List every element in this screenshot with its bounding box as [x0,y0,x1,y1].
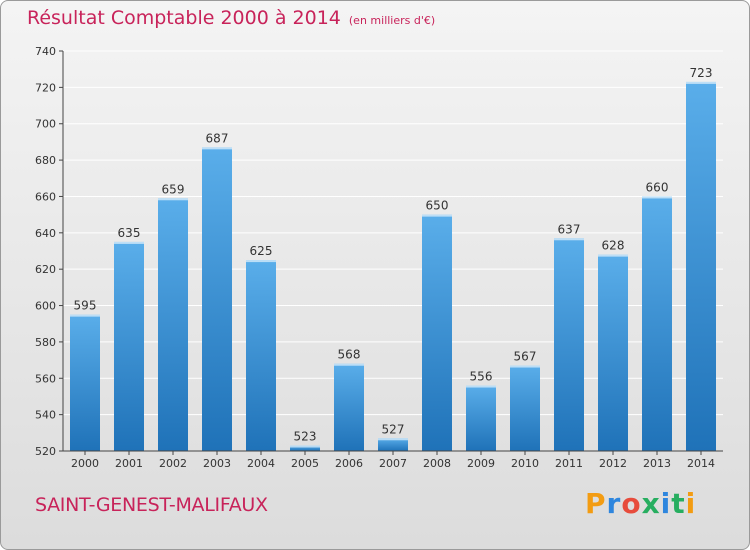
bar-2011 [554,238,584,451]
x-tick-label: 2008 [423,457,451,470]
chart-title: Résultat Comptable 2000 à 2014 (en millie… [27,7,435,29]
data-label: 595 [74,299,97,313]
data-label: 659 [162,182,185,196]
bar-highlight [202,147,232,150]
x-tick-label: 2005 [291,457,319,470]
axes [62,51,723,452]
y-tick-label: 680 [35,154,56,167]
y-tick-label: 740 [35,45,56,58]
bar-2000 [70,314,100,451]
y-tick-label: 620 [35,263,56,276]
data-label: 628 [602,239,625,253]
bar-highlight [642,196,672,199]
x-tick-label: 2009 [467,457,495,470]
data-label: 625 [250,244,273,258]
bar-highlight [246,260,276,263]
x-tick-label: 2014 [687,457,715,470]
data-label: 637 [558,222,581,236]
bar-2013 [642,196,672,451]
bar-2003 [202,147,232,451]
brand-letter: o [621,487,642,520]
bar-2012 [598,254,628,451]
x-tick-label: 2000 [71,457,99,470]
bar-highlight [334,363,364,366]
x-tick-label: 2002 [159,457,187,470]
bar-highlight [378,438,408,441]
bar-2008 [422,214,452,451]
data-labels: 595 635 659 687 625 523 568 527 650 556 567 637 628 6… [74,66,713,444]
y-tick-label: 660 [35,190,56,203]
bar-highlight [290,445,320,448]
brand-letter: x [641,487,661,520]
y-tick-label: 600 [35,300,56,313]
bar-highlight [598,254,628,257]
brand-logo: Proxiti [585,487,696,520]
x-tick-label: 2004 [247,457,275,470]
y-tick-label: 700 [35,118,56,131]
x-tick-label: 2012 [599,457,627,470]
bar-highlight [114,241,144,244]
x-tick-label: 2006 [335,457,363,470]
data-label: 527 [382,422,405,436]
bar-highlight [510,365,540,368]
data-label: 568 [338,348,361,362]
x-axis-ticks: 2000 2001 2002 2003 2004 2005 2006 2007 2008 2009… [71,451,715,470]
y-tick-label: 520 [35,445,56,458]
bar-2006 [334,363,364,451]
bar-2007 [378,438,408,451]
y-tick-label: 580 [35,336,56,349]
data-label: 556 [470,370,493,384]
y-tick-label: 560 [35,372,56,385]
x-tick-label: 2003 [203,457,231,470]
y-tick-label: 640 [35,227,56,240]
x-tick-label: 2001 [115,457,143,470]
bar-2001 [114,241,144,451]
data-label: 567 [514,350,537,364]
bar-2009 [466,385,496,451]
data-label: 635 [118,226,141,240]
x-tick-label: 2011 [555,457,583,470]
data-label: 660 [646,180,669,194]
bar-highlight [158,198,188,201]
x-tick-label: 2010 [511,457,539,470]
x-tick-label: 2013 [643,457,671,470]
chart-title-text: Résultat Comptable 2000 à 2014 [27,7,341,29]
bar-highlight [70,314,100,317]
y-axis-ticks: 520 540 560 580 600 620 640 660 680 700 720 740 [35,45,63,458]
data-label: 723 [690,66,713,80]
bar-2014 [686,81,716,451]
brand-letter: i [660,487,672,520]
brand-letter: r [606,487,622,520]
bars [70,81,716,451]
bar-highlight [422,214,452,217]
data-label: 650 [426,199,449,213]
brand-letter: t [671,487,686,520]
bar-2005 [290,445,320,451]
bar-2002 [158,198,188,451]
brand-letter: P [585,487,607,520]
chart-subtitle: (en milliers d'€) [348,14,436,27]
brand-letter: i [685,487,697,520]
y-tick-label: 540 [35,409,56,422]
bar-highlight [686,81,716,84]
bar-highlight [466,385,496,388]
commune-name: SAINT-GENEST-MALIFAUX [35,494,268,516]
x-tick-label: 2007 [379,457,407,470]
bar-2004 [246,260,276,451]
data-label: 523 [294,430,317,444]
y-tick-label: 720 [35,81,56,94]
bar-2010 [510,365,540,451]
bar-highlight [554,238,584,241]
data-label: 687 [206,131,229,145]
